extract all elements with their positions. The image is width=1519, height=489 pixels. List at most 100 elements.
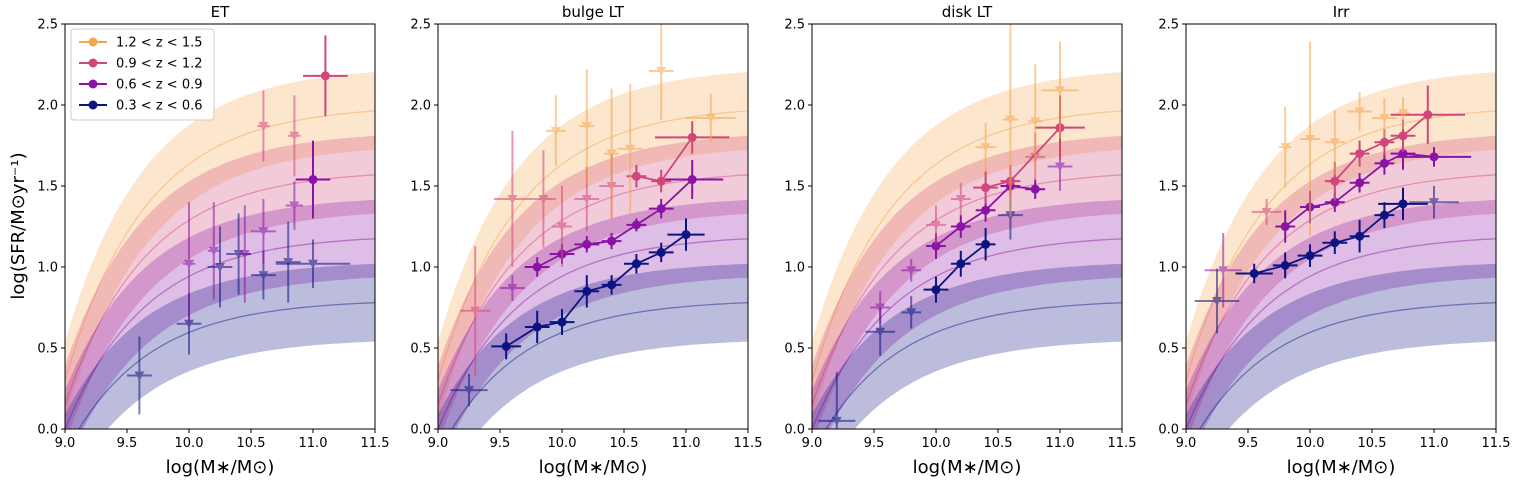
x-tick-label: 11.5	[361, 436, 390, 451]
circle-marker	[1280, 222, 1290, 231]
y-tick-label: 1.0	[1158, 261, 1179, 276]
x-tick-label: 9.0	[428, 436, 449, 451]
data-point-triangle	[870, 291, 891, 324]
data-point-triangle	[207, 202, 220, 300]
triangle-marker	[1055, 162, 1065, 172]
circle-marker	[956, 259, 966, 269]
circle-marker	[687, 175, 697, 185]
circle-marker	[656, 176, 666, 186]
triangle-marker	[906, 266, 917, 276]
circle-marker	[557, 317, 567, 327]
data-point-triangle	[1251, 198, 1282, 225]
model-band	[65, 72, 375, 420]
data-point-triangle	[275, 239, 351, 289]
data-point-circle	[524, 310, 550, 344]
circle-marker	[687, 132, 697, 142]
triangle-marker	[289, 131, 300, 141]
legend-item: 1.2 < z < 1.5	[79, 36, 203, 51]
circle-marker	[931, 241, 941, 251]
triangle-marker	[1379, 113, 1390, 123]
x-tick-label: 11.0	[672, 436, 701, 451]
circle-marker	[308, 175, 318, 185]
model-band	[1186, 72, 1496, 420]
triangle-marker	[507, 194, 518, 204]
model-band	[812, 135, 1122, 429]
data-point-triangle	[604, 88, 620, 219]
data-point-circle	[1378, 187, 1428, 221]
y-tick-label: 1.5	[784, 180, 805, 195]
data-point-circle	[1349, 140, 1370, 167]
triangle-marker	[705, 113, 716, 123]
data-point-circle	[648, 242, 674, 263]
y-tick-label: 1.0	[37, 261, 58, 276]
model-line	[1186, 174, 1496, 405]
circle-marker	[631, 259, 641, 269]
y-tick-label: 1.0	[410, 261, 431, 276]
data-point-circle	[624, 254, 649, 274]
model-band	[65, 199, 375, 429]
x-tick-label: 9.5	[490, 436, 511, 451]
triangle-marker	[289, 201, 300, 211]
data-point-triangle	[950, 182, 971, 216]
data-point-circle	[1297, 244, 1323, 267]
model-band	[812, 199, 1122, 429]
data-point-circle	[295, 140, 331, 219]
circle-marker	[956, 222, 966, 231]
data-point-triangle	[531, 150, 556, 248]
data-point-circle	[667, 218, 705, 251]
y-tick-label: 2.0	[410, 99, 431, 114]
data-point-circle	[1374, 202, 1395, 229]
model-band	[438, 263, 748, 429]
triangle-marker	[258, 122, 269, 132]
data-point-triangle	[450, 373, 488, 407]
circle-marker	[931, 285, 941, 295]
legend-box	[70, 28, 215, 121]
circle-marker	[1330, 238, 1340, 248]
y-tick-label: 0.5	[1158, 342, 1179, 357]
data-point-circle	[950, 250, 971, 277]
triangle-marker	[1280, 143, 1291, 153]
data-point-circle	[648, 198, 674, 219]
triangle-marker	[980, 143, 991, 153]
circle-marker	[981, 239, 991, 249]
x-tick-label: 9.0	[55, 436, 76, 451]
model-band	[65, 135, 375, 429]
data-point-triangle	[545, 95, 566, 167]
data-point-triangle	[648, 24, 674, 120]
plot-frame	[811, 23, 1123, 430]
data-point-triangle	[1204, 232, 1242, 308]
y-tick-label: 2.0	[37, 99, 58, 114]
triangle-marker	[606, 149, 617, 159]
data-point-circle	[524, 257, 550, 277]
x-axis-label: log(M∗/M⊙)	[166, 457, 275, 478]
triangle-marker	[184, 259, 194, 269]
x-tick-label: 9.5	[1238, 436, 1259, 451]
y-tick-label: 2.5	[784, 18, 805, 33]
x-tick-label: 11.0	[1420, 436, 1449, 451]
triangle-marker	[215, 263, 225, 272]
y-tick-label: 2.0	[1158, 99, 1179, 114]
triangle-marker	[1398, 109, 1408, 119]
circle-marker	[631, 220, 641, 230]
triangle-marker	[1218, 266, 1229, 276]
x-tick-label: 9.0	[802, 436, 823, 451]
panel-3: 9.0 9.5 10.0 10.5 11.0 11.5 0.0 0.5 1.0 1.5 2.0 2.5…	[1158, 3, 1510, 478]
data-point-triangle	[926, 205, 946, 245]
triangle-marker	[931, 220, 941, 230]
data-point-triangle	[493, 130, 531, 267]
circle-marker	[320, 71, 330, 81]
x-tick-label: 9.5	[864, 436, 885, 451]
x-tick-label: 10.0	[548, 436, 577, 451]
panel-title: bulge LT	[562, 3, 625, 21]
circle-marker	[981, 183, 991, 193]
triangle-marker	[581, 194, 592, 204]
y-tick-label: 2.5	[410, 18, 431, 33]
legend-label: 0.9 < z < 1.2	[116, 57, 203, 72]
x-axis-label: log(M∗/M⊙)	[539, 457, 648, 478]
triangle-marker	[134, 371, 145, 381]
data-point-triangle	[257, 90, 270, 162]
triangle-marker	[258, 271, 269, 281]
triangle-marker	[308, 259, 318, 269]
triangle-marker	[464, 386, 474, 396]
triangle-marker	[258, 227, 269, 237]
